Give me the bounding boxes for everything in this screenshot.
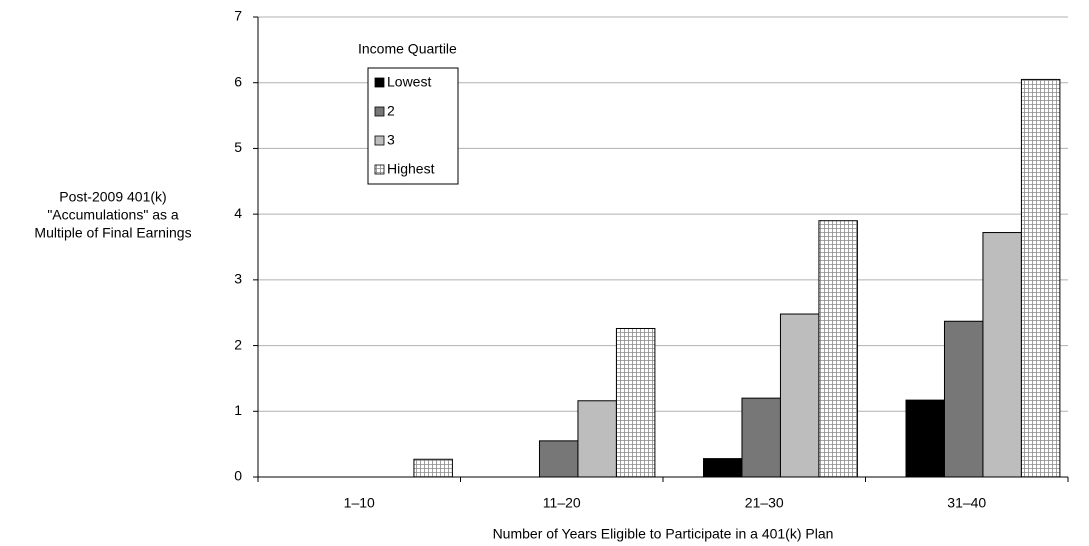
y-tick-label: 5 — [234, 139, 242, 155]
bar — [818, 220, 858, 478]
y-axis-label: Post-2009 401(k) — [59, 189, 166, 205]
bar — [577, 400, 617, 478]
bar — [615, 327, 656, 478]
legend-swatch — [374, 106, 385, 117]
legend-title: Income Quartile — [358, 41, 457, 57]
legend-swatch — [374, 135, 385, 146]
x-tick-label: 21–30 — [745, 495, 784, 511]
legend-swatch — [374, 164, 385, 175]
bar — [982, 232, 1022, 478]
y-tick-label: 6 — [234, 73, 242, 89]
y-tick-label: 4 — [234, 205, 242, 221]
y-axis-label: "Accumulations" as a — [47, 207, 179, 223]
legend-label: Highest — [387, 161, 435, 177]
bar — [1020, 78, 1061, 478]
y-axis-label: Multiple of Final Earnings — [34, 225, 191, 241]
legend-label: Lowest — [387, 74, 431, 90]
x-axis-label: Number of Years Eligible to Participate … — [493, 526, 834, 542]
x-tick-label: 11–20 — [543, 495, 581, 511]
bar — [413, 458, 453, 478]
legend-swatch — [374, 77, 385, 88]
x-tick-label: 1–10 — [344, 495, 375, 511]
y-tick-label: 1 — [234, 402, 242, 418]
x-tick-label: 31–40 — [947, 495, 986, 511]
bar — [703, 458, 743, 478]
bar — [538, 440, 579, 478]
y-tick-label: 0 — [234, 468, 242, 484]
y-tick-label: 2 — [234, 336, 242, 352]
bar — [943, 320, 984, 478]
y-tick-label: 7 — [234, 8, 242, 24]
bar — [741, 397, 781, 478]
bar — [779, 313, 820, 478]
legend-label: 2 — [387, 103, 395, 119]
y-tick-label: 3 — [234, 271, 242, 287]
bar — [905, 399, 945, 478]
legend-label: 3 — [387, 132, 395, 148]
